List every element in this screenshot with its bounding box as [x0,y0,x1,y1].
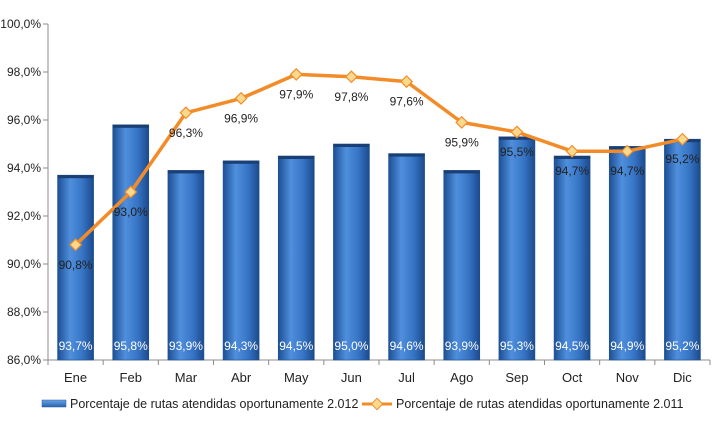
line-point [344,70,358,84]
bar-top-edge [333,144,370,147]
line-point [69,238,83,252]
x-tick-label: Feb [120,370,142,385]
y-tick-label: 98,0% [7,65,41,79]
bar-data-label: 93,9% [445,339,479,353]
bar-top-edge [443,170,480,174]
bar [388,153,425,361]
plot-area: 86,0% 88,0% 90,0% 92,0% 94,0% 96,0% 98,0% 100,0… [0,17,711,385]
x-tick-label: Dic [673,370,692,385]
bar-data-label: 95,8% [114,339,148,353]
bar-data-label: 95,3% [500,339,534,353]
line-point [234,91,248,105]
y-tick-label: 100,0% [0,17,41,31]
y-tick-label: 96,0% [7,113,41,127]
legend-label-line: Porcentaje de rutas atendidas oportuname… [396,397,684,411]
bar-top-edge [167,170,204,174]
line-point [400,75,414,89]
x-tick-label: Nov [616,370,640,385]
line-point [455,115,469,129]
line-data-label: 96,3% [169,126,203,140]
bar-data-label: 95,2% [665,339,699,353]
line-data-label: 97,6% [390,95,424,109]
line-point [289,67,303,81]
bar [57,174,94,361]
line-data-label: 94,7% [555,164,589,178]
line-data-label: 90,8% [59,258,93,272]
bar-top-edge [388,153,425,157]
line-point [675,132,689,146]
x-tick-label: Mar [175,370,198,385]
y-tick-label: 92,0% [7,209,41,223]
bar [553,155,591,361]
bar-data-label: 94,9% [610,339,644,353]
line-data-label: 95,9% [445,135,479,149]
bar-data-label: 93,9% [169,339,203,353]
x-tick-label: Sep [505,370,528,385]
bar [443,170,481,361]
legend-label-bar: Porcentaje de rutas atendidas oportuname… [70,397,358,411]
line-data-label: 95,2% [665,152,699,166]
bar-top-edge [223,160,260,164]
bar-data-label: 95,0% [334,339,368,353]
line-data-label: 94,7% [610,164,644,178]
y-tick-label: 88,0% [7,305,41,319]
bar-data-label: 94,6% [390,339,424,353]
bar-top-edge [112,124,149,128]
bar [498,136,536,361]
bar [608,146,646,361]
line-data-label: 95,5% [500,145,534,159]
bar-data-label: 94,5% [555,339,589,353]
bar-top-edge [278,156,315,159]
legend: Porcentaje de rutas atendidas oportuname… [41,397,684,411]
line-data-label: 96,9% [224,111,258,125]
y-tick-label: 90,0% [7,257,41,271]
line-series [74,72,683,247]
line-point [620,144,634,158]
x-tick-label: Jun [341,370,362,385]
bar [167,170,205,361]
bar-data-label: 93,7% [59,339,93,353]
x-tick-label: Jul [398,370,415,385]
line-data-label: 97,9% [279,87,313,101]
y-tick-label: 94,0% [7,161,41,175]
x-tick-label: Ago [450,370,473,385]
bar [333,143,370,361]
bar-data-label: 94,5% [279,339,313,353]
x-tick-label: Oct [562,370,583,385]
legend-swatch-bar [41,399,67,408]
line-data-label: 97,8% [334,90,368,104]
bar-top-edge [57,175,94,179]
bar [277,155,315,361]
bar [664,138,701,361]
line-point [510,125,524,139]
x-tick-label: Ene [64,370,87,385]
x-tick-label: Abr [231,370,252,385]
line-data-label: 93,0% [114,205,148,219]
bar [112,124,150,361]
y-tick-label: 86,0% [7,353,41,367]
line-point [124,185,138,199]
x-tick-label: May [284,370,309,385]
bar-data-label: 94,3% [224,339,258,353]
line-point [565,144,579,158]
legend-swatch-marker [370,397,384,411]
bar [222,160,260,361]
line-point [179,106,193,120]
